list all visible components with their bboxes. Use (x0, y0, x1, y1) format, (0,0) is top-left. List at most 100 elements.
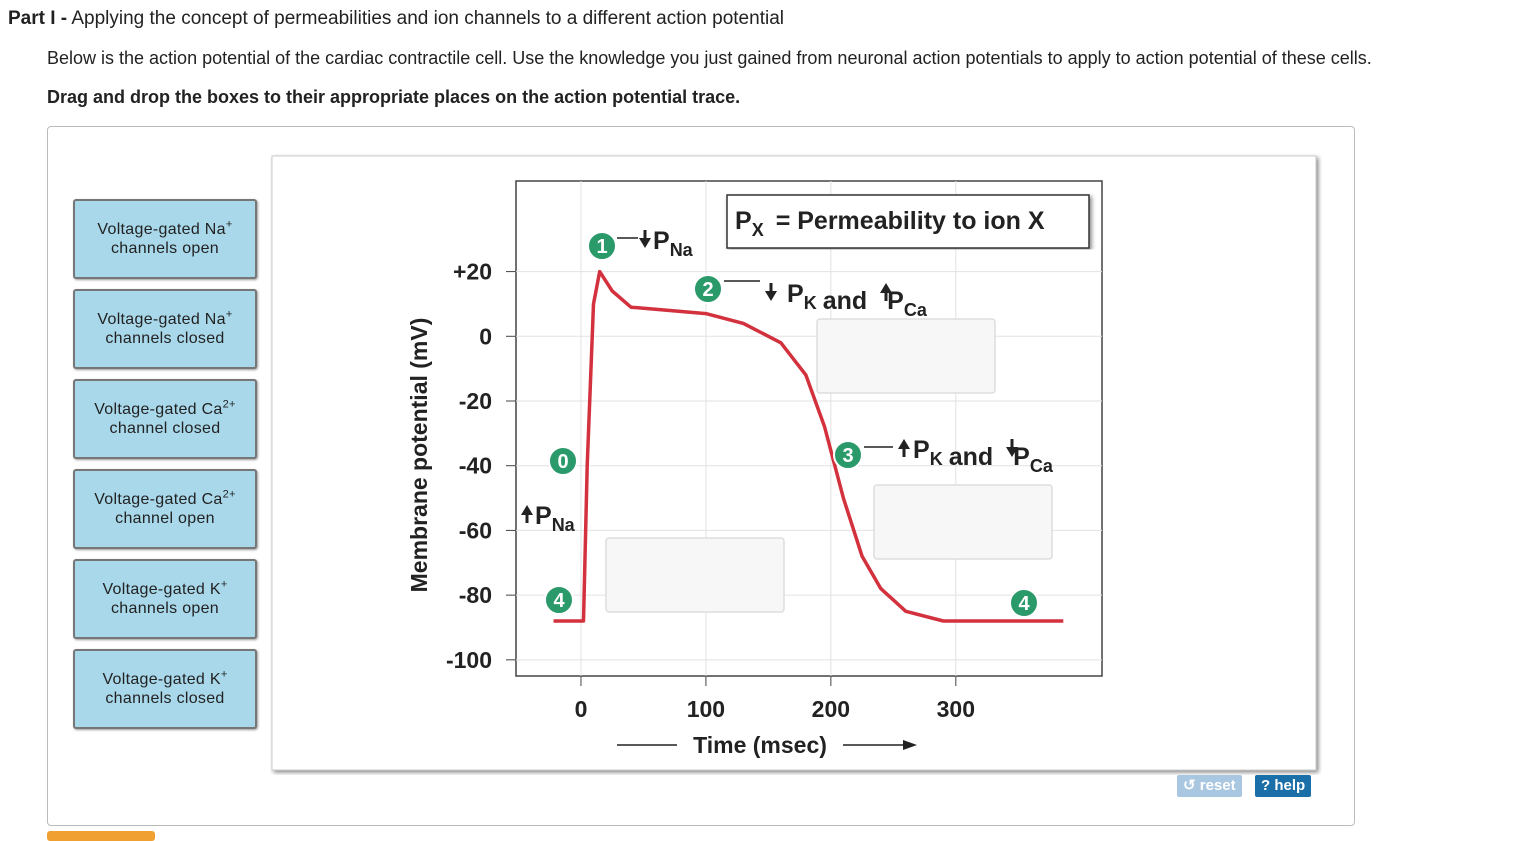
arrow-icon (1006, 439, 1018, 457)
item-line: Voltage-gated K+ (75, 668, 255, 689)
item-line2: channel closed (109, 420, 221, 437)
y-tick-label: -20 (459, 388, 492, 414)
annotation-text: P (787, 280, 804, 308)
annotation: PNa (653, 227, 694, 260)
annotation-text: P (1013, 443, 1030, 471)
item-text: Voltage-gated K (102, 671, 221, 688)
y-axis-label: Membrane potential (mV) (406, 318, 432, 593)
marker-circle (548, 446, 578, 476)
marker-circle (587, 231, 617, 261)
annotation-sub: Ca (904, 300, 928, 320)
annotation: PK and PCa (913, 436, 1054, 476)
reset-button[interactable]: ↺ reset (1177, 775, 1242, 797)
key-box (726, 194, 1090, 249)
drop-target[interactable] (605, 537, 785, 613)
trace (553, 269, 1064, 623)
marker-circle (693, 274, 723, 304)
marker-label: 4 (553, 590, 565, 612)
drag-item[interactable]: Voltage-gated K+ channels closed (73, 649, 257, 729)
annotation-sub: Na (552, 515, 576, 535)
part-label: Part I - (8, 8, 68, 29)
y-tick-label: -60 (459, 517, 492, 543)
annotation-sub: Ca (1030, 456, 1054, 476)
item-line: Voltage-gated Na+ (75, 308, 255, 329)
item-sup: + (220, 668, 228, 681)
key-symbol: P (735, 207, 752, 235)
arrow-icon (880, 283, 892, 301)
item-text: Voltage-gated Na (97, 311, 226, 328)
item-line2: channel open (115, 510, 215, 527)
reset-label: reset (1199, 777, 1236, 794)
annotation-text: P (535, 502, 552, 530)
marker-label: 0 (557, 451, 568, 473)
item-text: Voltage-gated K (102, 581, 221, 598)
marker-label: 4 (1018, 593, 1030, 615)
key-sub: X (752, 220, 764, 240)
instruction: Drag and drop the boxes to their appropr… (47, 87, 741, 107)
submit-button[interactable] (47, 831, 155, 841)
drag-item[interactable]: Voltage-gated K+ channels open (73, 559, 257, 639)
x-tick-label: 0 (575, 696, 588, 722)
drag-item[interactable]: Voltage-gated Na+ channels closed (73, 289, 257, 369)
annotation-sub: K (804, 293, 817, 313)
annotation: PK and PCa (787, 280, 928, 320)
key: PX = Permeability to ion X (735, 207, 1045, 240)
y-tick-label: -40 (459, 453, 492, 479)
intro: Below is the action potential of the car… (47, 48, 1372, 68)
workspace (47, 126, 1355, 826)
drop-target[interactable] (873, 484, 1053, 560)
arrow-icon (765, 283, 777, 301)
annotation-text: P (653, 227, 670, 255)
header: Part I - Applying the concept of permeab… (8, 8, 784, 30)
y-tick-label: -80 (459, 582, 492, 608)
annotation-sub: K (930, 449, 943, 469)
item-text: Voltage-gated Ca (94, 491, 223, 508)
help-label: help (1274, 777, 1306, 794)
item-line: Voltage-gated K+ (75, 578, 255, 599)
x-tick-label: 100 (687, 696, 725, 722)
annotation: PNa (535, 502, 576, 535)
item-sup: + (225, 218, 233, 231)
annotation-text: P (887, 287, 904, 315)
drop-target[interactable] (816, 318, 996, 394)
item-sup: 2+ (222, 488, 236, 501)
x-tick-label: 300 (937, 696, 975, 722)
item-sup: + (220, 578, 228, 591)
item-line: Voltage-gated Ca2+ (75, 398, 255, 419)
item-text: Voltage-gated Ca (94, 401, 223, 418)
arrow-icon (898, 439, 910, 457)
item-line: Voltage-gated Ca2+ (75, 488, 255, 509)
y-tick-label: 0 (479, 323, 492, 349)
y-tick-label: -100 (446, 647, 492, 673)
annotation-text: and (823, 287, 867, 315)
annotation-text: and (949, 443, 993, 471)
x-tick-label: 200 (812, 696, 850, 722)
item-sup: 2+ (222, 398, 236, 411)
marker-circle (833, 440, 863, 470)
item-line2: channels open (111, 600, 219, 617)
arrow-icon (639, 230, 651, 248)
item-text: Voltage-gated Na (97, 221, 226, 238)
marker-label: 1 (596, 236, 607, 258)
arrow-icon (521, 505, 533, 523)
key-text: = Permeability to ion X (776, 207, 1045, 235)
y-tick-label: +20 (453, 259, 492, 285)
arrow-head (903, 740, 917, 750)
figure: +20 0 -20 -40 -60 -80 -100 0 100 200 300 Membrane p… (271, 155, 1317, 771)
marker-circle (544, 585, 574, 615)
item-line2: channels open (111, 240, 219, 257)
x-axis-label: Time (msec) (693, 732, 827, 758)
drag-item[interactable]: Voltage-gated Na+ channels open (73, 199, 257, 279)
annotation-text: P (913, 436, 930, 464)
title: Applying the concept of permeabilities a… (71, 8, 784, 29)
marker-circle (1009, 588, 1039, 618)
drag-item[interactable]: Voltage-gated Ca2+ channel closed (73, 379, 257, 459)
help-button[interactable]: ? help (1255, 775, 1312, 797)
annotation-sub: Na (670, 240, 694, 260)
item-sup: + (225, 308, 233, 321)
item-line2: channels closed (105, 330, 225, 347)
drag-item[interactable]: Voltage-gated Ca2+ channel open (73, 469, 257, 549)
item-line2: channels closed (105, 690, 225, 707)
item-line: Voltage-gated Na+ (75, 218, 255, 239)
